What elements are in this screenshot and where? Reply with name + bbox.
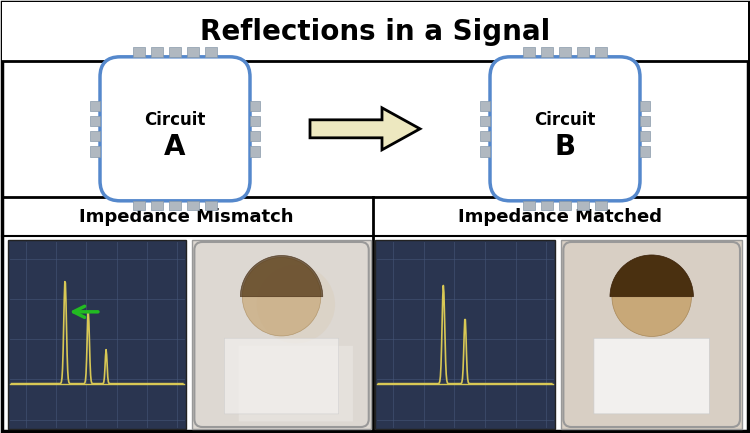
Bar xyxy=(480,146,490,157)
Bar xyxy=(523,201,535,210)
FancyBboxPatch shape xyxy=(238,346,353,421)
Bar xyxy=(133,48,145,57)
Text: Impedance Mismatch: Impedance Mismatch xyxy=(80,207,294,226)
FancyBboxPatch shape xyxy=(224,338,339,414)
FancyBboxPatch shape xyxy=(594,338,710,414)
Bar xyxy=(577,48,589,57)
Bar xyxy=(250,131,259,142)
Bar xyxy=(187,48,199,57)
Bar xyxy=(595,48,607,57)
Text: Circuit: Circuit xyxy=(534,111,596,129)
Bar xyxy=(250,146,259,157)
Bar xyxy=(640,146,650,157)
Bar xyxy=(169,48,181,57)
Bar xyxy=(250,116,259,126)
Bar xyxy=(205,201,217,210)
Bar xyxy=(169,201,181,210)
Bar xyxy=(90,146,100,157)
Text: Impedance Matched: Impedance Matched xyxy=(458,207,662,226)
Bar xyxy=(90,101,100,111)
Bar xyxy=(480,101,490,111)
Text: Reflections in a Signal: Reflections in a Signal xyxy=(200,18,550,46)
Bar xyxy=(480,131,490,142)
Bar xyxy=(90,131,100,142)
Bar xyxy=(523,48,535,57)
Bar xyxy=(577,201,589,210)
Circle shape xyxy=(612,257,692,336)
Bar xyxy=(250,101,259,111)
Bar xyxy=(192,240,370,429)
Bar xyxy=(133,201,145,210)
Bar xyxy=(640,116,650,126)
Bar xyxy=(595,201,607,210)
Polygon shape xyxy=(310,108,420,150)
Circle shape xyxy=(256,265,335,343)
Bar xyxy=(90,116,100,126)
Bar xyxy=(8,240,186,429)
Bar xyxy=(541,48,553,57)
Bar xyxy=(640,131,650,142)
Bar xyxy=(541,201,553,210)
Bar xyxy=(559,201,571,210)
FancyBboxPatch shape xyxy=(100,57,250,201)
Circle shape xyxy=(242,258,321,336)
Bar xyxy=(480,116,490,126)
Bar xyxy=(375,240,555,429)
Wedge shape xyxy=(240,255,322,297)
Text: B: B xyxy=(554,133,575,161)
Bar xyxy=(2,2,748,61)
Bar xyxy=(151,201,163,210)
FancyBboxPatch shape xyxy=(490,57,640,201)
Bar xyxy=(151,48,163,57)
Bar xyxy=(205,48,217,57)
Bar xyxy=(640,101,650,111)
Text: A: A xyxy=(164,133,186,161)
Bar xyxy=(559,48,571,57)
Text: Circuit: Circuit xyxy=(144,111,206,129)
Wedge shape xyxy=(610,255,694,297)
Bar xyxy=(561,240,742,429)
Bar xyxy=(187,201,199,210)
